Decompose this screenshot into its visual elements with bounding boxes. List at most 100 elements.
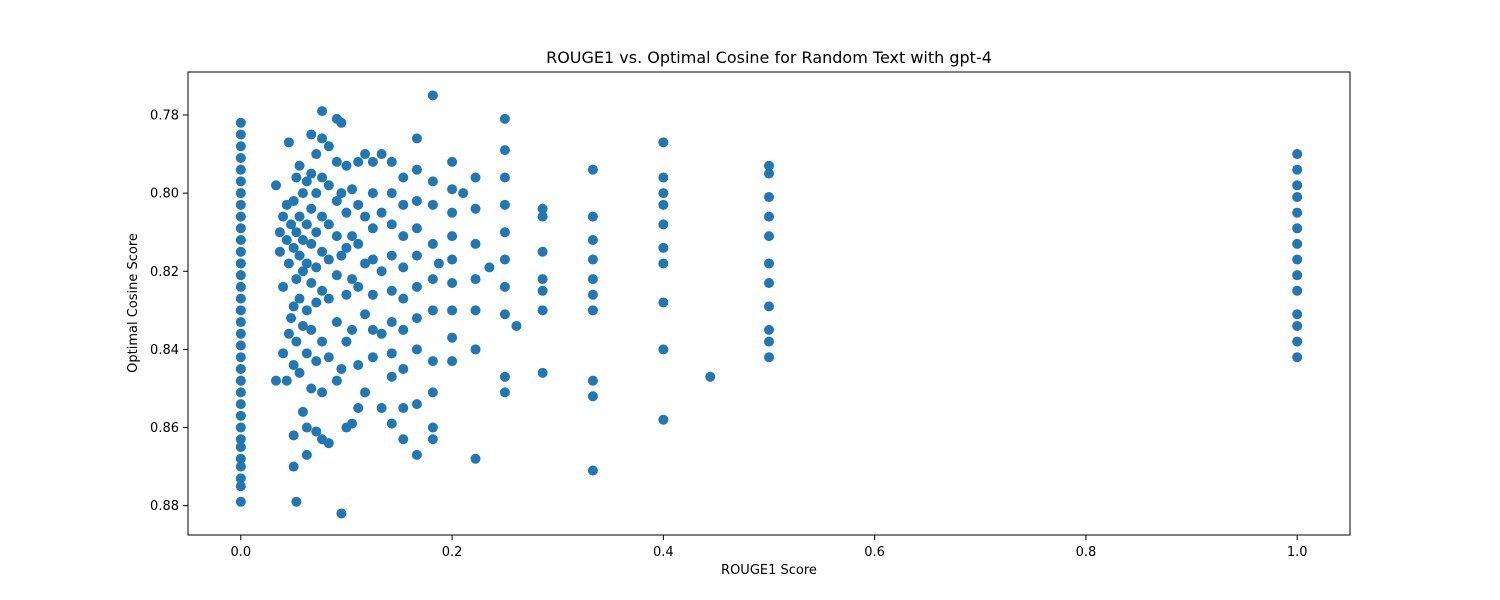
scatter-point <box>294 250 305 261</box>
scatter-point <box>411 164 422 175</box>
scatter-point <box>235 141 246 152</box>
y-tick-label: 0.88 <box>150 499 179 514</box>
scatter-point <box>278 348 289 359</box>
scatter-point <box>235 422 246 433</box>
scatter-point <box>1292 149 1303 160</box>
scatter-point <box>398 434 409 445</box>
scatter-point <box>235 305 246 316</box>
scatter-point <box>398 262 409 273</box>
plot-area <box>187 71 1351 536</box>
scatter-point <box>291 172 302 183</box>
scatter-point <box>447 156 458 167</box>
scatter-point <box>347 418 358 429</box>
scatter-point <box>301 258 312 269</box>
scatter-point <box>587 254 598 265</box>
scatter-point <box>283 137 294 148</box>
scatter-point <box>587 465 598 476</box>
scatter-point <box>658 172 669 183</box>
y-tick-label: 0.80 <box>150 187 179 202</box>
scatter-point <box>323 254 334 265</box>
scatter-point <box>301 176 312 187</box>
scatter-point <box>235 223 246 234</box>
scatter-point <box>306 238 317 249</box>
scatter-point <box>658 297 669 308</box>
scatter-point <box>336 363 347 374</box>
scatter-point <box>283 328 294 339</box>
scatter-point <box>367 352 378 363</box>
scatter-point <box>398 199 409 210</box>
scatter-point <box>1292 352 1303 363</box>
scatter-point <box>367 156 378 167</box>
scatter-point <box>411 195 422 206</box>
y-tick-label: 0.84 <box>150 343 179 358</box>
scatter-point <box>1292 192 1303 203</box>
scatter-point <box>537 305 548 316</box>
scatter-point <box>235 340 246 351</box>
scatter-point <box>288 360 299 371</box>
scatter-point <box>294 160 305 171</box>
scatter-point <box>306 203 317 214</box>
scatter-point <box>347 184 358 195</box>
scatter-point <box>587 274 598 285</box>
scatter-point <box>311 262 322 273</box>
scatter-point <box>235 328 246 339</box>
scatter-point <box>499 371 510 382</box>
scatter-point <box>458 188 469 199</box>
scatter-point <box>235 188 246 199</box>
scatter-point <box>764 336 774 347</box>
scatter-point <box>499 254 510 265</box>
scatter-point <box>317 172 328 183</box>
scatter-point <box>499 227 510 238</box>
scatter-point <box>235 235 246 246</box>
scatter-point <box>353 199 364 210</box>
scatter-point <box>360 258 371 269</box>
scatter-point <box>398 363 409 374</box>
scatter-point <box>341 207 352 218</box>
scatter-point <box>764 352 774 363</box>
scatter-point <box>1292 238 1303 249</box>
scatter-point <box>288 195 299 206</box>
scatter-point <box>288 301 299 312</box>
scatter-point <box>297 188 308 199</box>
scatter-point <box>306 383 317 394</box>
scatter-point <box>1292 336 1303 347</box>
scatter-point <box>499 172 510 183</box>
scatter-point <box>386 371 397 382</box>
scatter-point <box>499 281 510 292</box>
scatter-point <box>1292 254 1303 265</box>
scatter-point <box>367 254 378 265</box>
scatter-point <box>323 219 334 230</box>
scatter-point <box>235 152 246 163</box>
scatter-point <box>235 410 246 421</box>
scatter-point <box>311 297 322 308</box>
scatter-point <box>301 449 312 460</box>
scatter-point <box>705 371 716 382</box>
scatter-point <box>235 481 246 492</box>
scatter-point <box>1292 223 1303 234</box>
scatter-point <box>386 348 397 359</box>
scatter-point <box>235 293 246 304</box>
scatter-point <box>331 231 342 242</box>
scatter-point <box>311 356 322 367</box>
scatter-point <box>286 219 297 230</box>
chart-title: ROUGE1 vs. Optimal Cosine for Random Tex… <box>546 48 992 67</box>
scatter-point <box>658 199 669 210</box>
scatter-point <box>447 184 458 195</box>
scatter-point <box>447 332 458 343</box>
scatter-point <box>484 262 495 273</box>
scatter-point <box>235 375 246 386</box>
scatter-point <box>297 320 308 331</box>
scatter-point <box>427 305 438 316</box>
scatter-point <box>537 274 548 285</box>
scatter-point <box>433 258 444 269</box>
scatter-point <box>587 235 598 246</box>
scatter-point <box>235 399 246 410</box>
scatter-point <box>235 363 246 374</box>
scatter-point <box>386 418 397 429</box>
scatter-point <box>301 422 312 433</box>
scatter-point <box>278 281 289 292</box>
scatter-point <box>297 266 308 277</box>
x-tick-label: 0.8 <box>1076 545 1097 560</box>
scatter-point <box>317 246 328 257</box>
